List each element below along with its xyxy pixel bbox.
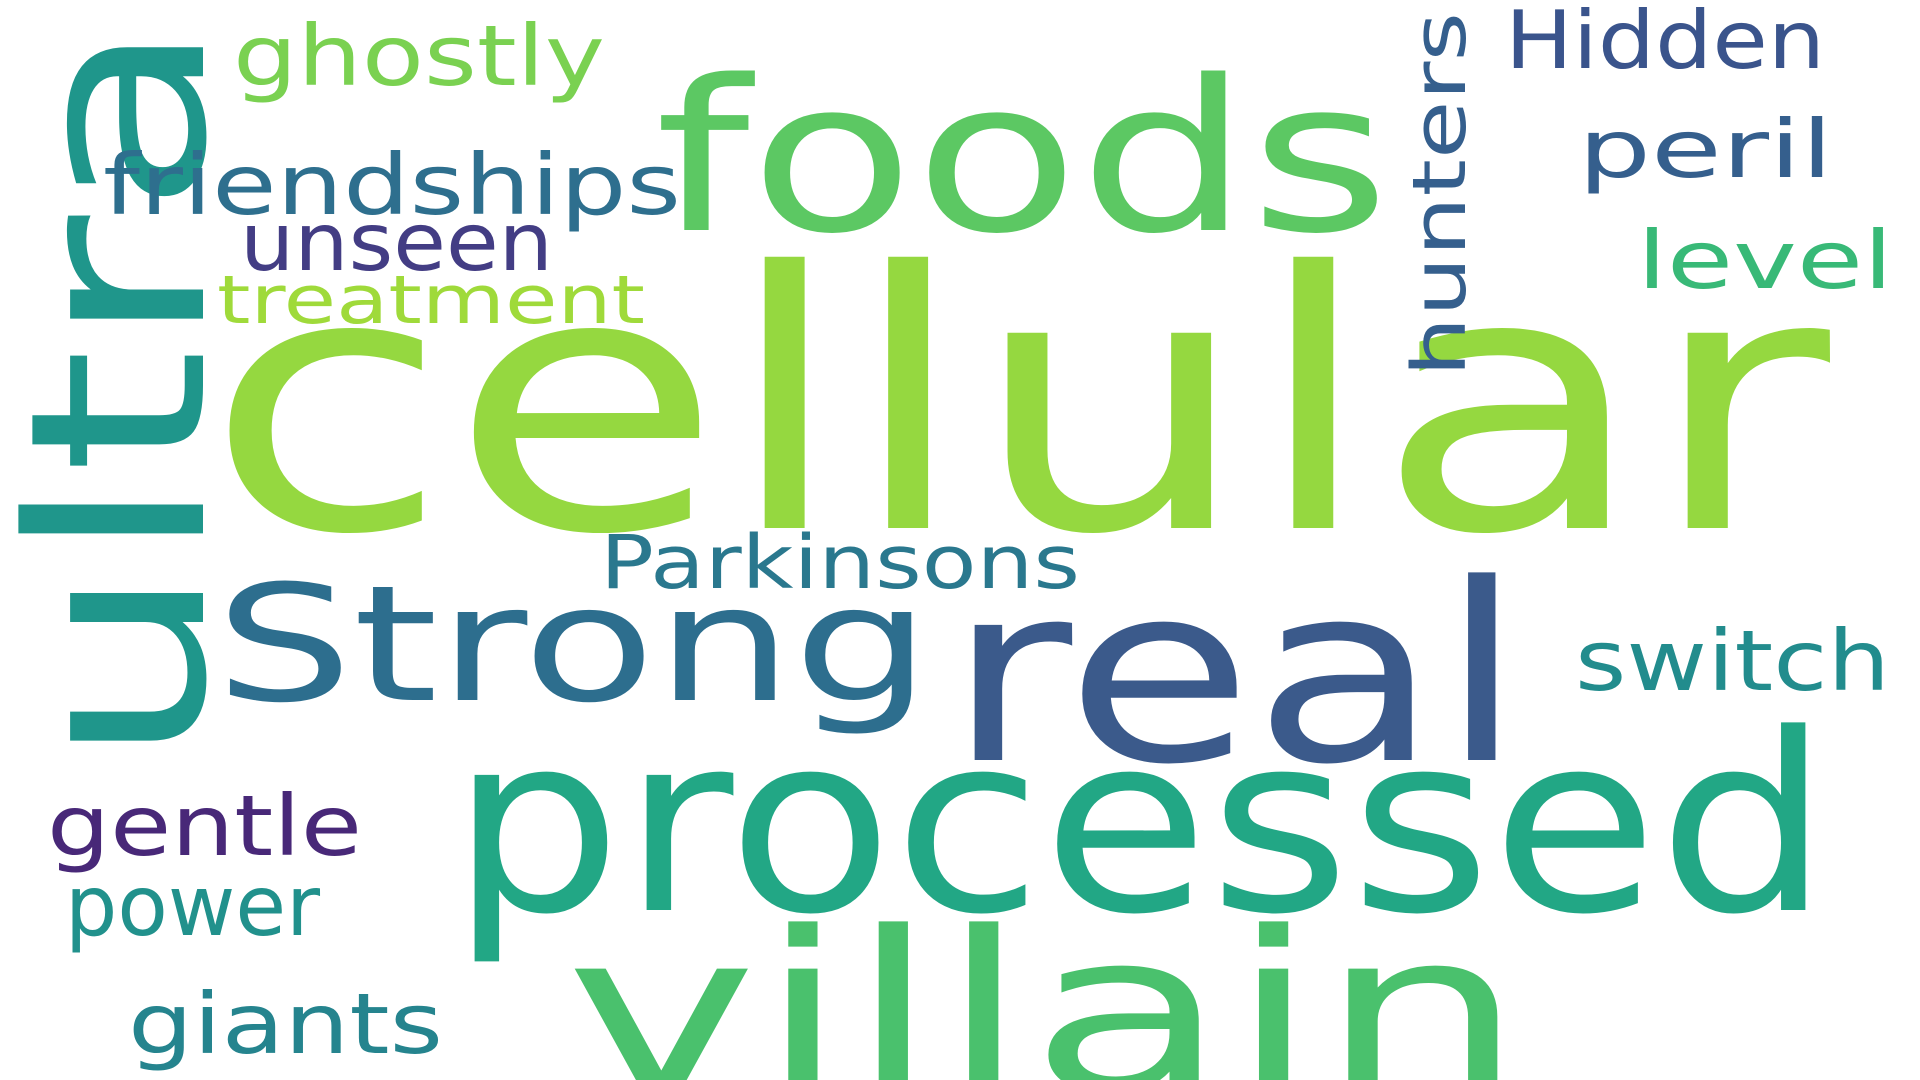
word-strong: Strong [215,551,931,738]
word-cellular: cellular [205,198,1835,613]
word-ghostly: ghostly [233,7,605,105]
word-peril: peril [1578,103,1833,196]
word-processed: processed [450,682,1830,969]
word-parkinsons: Parkinsons [600,520,1080,606]
word-treatment: treatment [217,261,645,339]
word-power: power [65,857,320,955]
word-real: real [947,532,1524,819]
word-ultra: ultra [0,18,261,768]
word-hunters: hunters [1397,12,1483,377]
word-level: level [1637,214,1893,307]
word-foods: foods [655,35,1390,280]
word-hidden: Hidden [1505,0,1825,87]
word-villain: villain [565,885,1525,1080]
word-giants: giants [128,975,443,1073]
word-friendships: friendships [103,136,681,234]
word-switch: switch [1575,612,1890,710]
word-unseen: unseen [240,196,553,289]
word-gentle: gentle [47,777,362,875]
